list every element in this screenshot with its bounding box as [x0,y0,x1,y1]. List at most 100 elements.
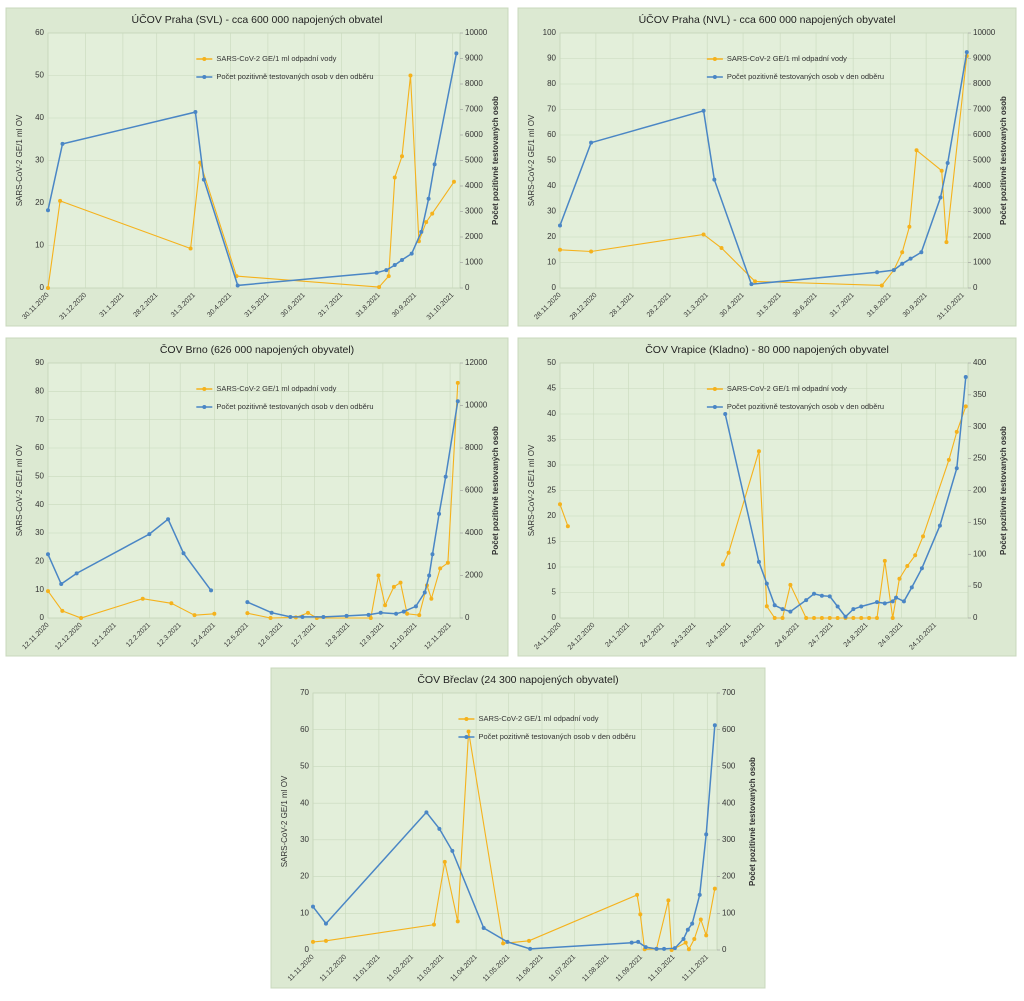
y-tick-label: 50 [300,762,309,771]
y2-tick-label: 50 [973,581,982,590]
y-tick-label: 25 [547,486,556,495]
data-point [827,616,832,620]
data-point [812,591,817,596]
y-tick-label: 100 [543,28,557,37]
data-point [386,274,391,279]
data-point [401,609,406,614]
data-point [305,610,310,615]
y2-tick-label: 6000 [973,130,991,139]
y-axis-label: SARS-CoV-2 GE/1 ml OV [15,444,24,536]
data-point [505,939,510,944]
y2-tick-label: 1000 [973,258,991,267]
data-point [913,553,918,558]
data-point [712,886,717,891]
data-point [376,573,381,578]
data-point [384,268,389,273]
data-point [147,532,152,537]
data-point [201,177,206,182]
y-tick-label: 60 [35,443,44,452]
y2-tick-label: 8000 [973,79,991,88]
y2-tick-label: 150 [973,517,987,526]
y2-tick-label: 250 [973,454,987,463]
y2-axis-label: Počet pozitivně testovaných osob [999,96,1008,225]
y2-tick-label: 5000 [973,156,991,165]
data-point [558,223,562,228]
data-point [438,566,443,571]
data-point [690,921,695,926]
y-tick-label: 60 [300,725,309,734]
chart-title: ÚČOV Praha (NVL) - cca 600 000 napojenýc… [639,13,896,26]
data-point [166,517,171,522]
y-tick-label: 0 [40,283,45,292]
y-tick-label: 40 [300,798,309,807]
y-tick-label: 10 [35,585,44,594]
data-point [780,607,785,612]
data-point [408,73,413,78]
data-point [323,938,328,943]
y2-tick-label: 7000 [465,105,483,114]
data-point [424,810,429,815]
data-point [672,946,677,951]
data-point [374,270,379,275]
data-point [772,603,777,608]
y2-tick-label: 10000 [465,401,488,410]
data-point [643,945,648,950]
y-axis-label: SARS-CoV-2 GE/1 ml OV [280,775,289,867]
data-point [323,921,328,926]
data-point [311,939,315,944]
legend-label: SARS-CoV-2 GE/1 ml odpadní vody [216,54,336,63]
chart-title: ČOV Vrapice (Kladno) - 80 000 napojených… [645,343,889,356]
data-point [954,429,959,434]
data-point [344,613,349,618]
data-point [919,566,924,571]
y2-tick-label: 300 [722,835,736,844]
legend-marker [464,735,469,739]
data-point [654,946,659,951]
data-point [827,594,832,599]
chart-title: ČOV Břeclav (24 300 napojených obyvatel) [417,673,618,686]
y2-tick-label: 7000 [973,105,991,114]
y-tick-label: 50 [547,156,556,165]
data-point [268,616,273,620]
data-point [683,940,688,945]
y-tick-label: 15 [547,537,556,546]
y2-tick-label: 8000 [465,443,483,452]
y-tick-label: 50 [35,71,44,80]
y2-tick-label: 0 [973,613,978,622]
data-point [891,268,896,273]
data-point [181,551,186,556]
data-point [919,250,924,255]
y-tick-label: 0 [552,613,557,622]
y-tick-label: 90 [35,358,44,367]
data-point [945,161,950,166]
legend-marker [202,75,207,79]
data-point [819,593,824,598]
data-point [879,283,884,288]
data-point [835,604,840,609]
data-point [905,563,910,568]
data-point [366,612,371,617]
y2-tick-label: 4000 [973,181,991,190]
data-point [704,933,709,938]
y2-tick-label: 200 [973,486,987,495]
y2-tick-label: 2000 [973,232,991,241]
data-point [804,598,809,603]
data-point [445,560,450,565]
data-point [400,257,405,262]
y-tick-label: 10 [547,258,556,267]
data-point [894,595,899,600]
data-point [377,285,382,290]
legend-label: Počet pozitivně testovaných osob v den o… [216,402,373,411]
data-point [686,947,691,952]
y-tick-label: 20 [300,872,309,881]
data-point [662,946,667,951]
y-tick-label: 20 [35,198,44,207]
y-tick-label: 70 [547,105,556,114]
data-point [851,607,856,612]
y2-tick-label: 100 [722,908,736,917]
data-point [764,581,769,586]
data-point [74,571,79,576]
y-tick-label: 60 [547,130,556,139]
y-tick-label: 10 [35,241,44,250]
data-point [391,584,396,589]
